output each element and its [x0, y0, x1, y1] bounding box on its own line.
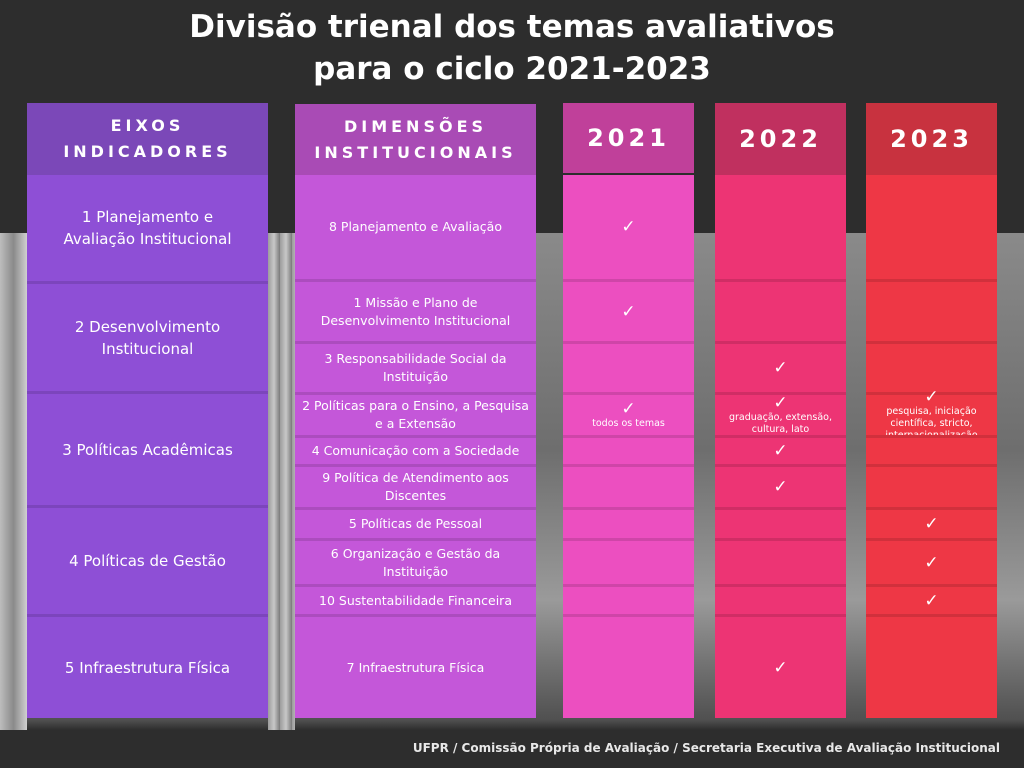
- y2021-cell: [563, 435, 694, 464]
- eixo-cell: 2 Desenvolvimento Institucional: [27, 281, 268, 391]
- column-eixos: EIXOS INDICADORES 1 Planejamento e Avali…: [27, 103, 268, 718]
- eixo-label: 4 Políticas de Gestão: [69, 552, 226, 570]
- dimensao-label: 10 Sustentabilidade Financeira: [319, 592, 512, 608]
- column-dimensoes: DIMENSÕES INSTITUCIONAIS 8 Planejamento …: [295, 103, 536, 718]
- dimensao-cell: 1 Missão e Plano de Desenvolvimento Inst…: [295, 279, 536, 341]
- y2021-cell: [563, 538, 694, 584]
- footer-credits: UFPR / Comissão Própria de Avaliação / S…: [412, 741, 1000, 755]
- eixo-label: 3 Políticas Acadêmicas: [62, 440, 233, 459]
- dimensao-cell: 4 Comunicação com a Sociedade: [295, 435, 536, 464]
- dimensao-cell: 7 Infraestrutura Física: [295, 614, 536, 718]
- column-header-dimensoes: DIMENSÕES INSTITUCIONAIS: [295, 104, 536, 175]
- dimensao-label: 6 Organização e Gestão da Instituição: [330, 545, 501, 579]
- y2023-cell: [866, 464, 997, 507]
- eixo-cell: 5 Infraestrutura Física: [27, 614, 268, 718]
- footer-band: [0, 730, 1024, 768]
- y2023-cell: ✓: [866, 507, 997, 538]
- checkmark-icon: ✓: [773, 358, 788, 378]
- column-2022: 2022 ✓ ✓ graduação, extensão, cultura, lat…: [715, 103, 846, 718]
- checkmark-icon: ✓: [621, 301, 636, 322]
- title-line: para o ciclo 2021-2023: [313, 51, 711, 87]
- cell-note: graduação, extensão, cultura, lato: [728, 412, 833, 435]
- y2021-cell: [563, 507, 694, 538]
- dimensao-cell: 6 Organização e Gestão da Instituição: [295, 538, 536, 584]
- y2022-cell: [715, 538, 846, 584]
- eixo-label: 1 Planejamento e Avaliação Institucional: [63, 208, 232, 248]
- dimensao-label: 2 Políticas para o Ensino, a Pesquisa e …: [302, 398, 529, 431]
- cell-note: todos os temas: [592, 418, 665, 429]
- y2022-cell: [715, 584, 846, 614]
- y2022-cell: [715, 175, 846, 279]
- dimensao-label: 4 Comunicação com a Sociedade: [311, 443, 520, 458]
- y2023-cell: [866, 279, 997, 341]
- checkmark-icon: ✓: [773, 441, 788, 461]
- y2022-cell: ✓: [715, 614, 846, 718]
- dimensao-label: 3 Responsabilidade Social da Instituição: [324, 351, 507, 384]
- y2022-cell: [715, 507, 846, 538]
- dimensao-label: 1 Missão e Plano de Desenvolvimento Inst…: [320, 294, 511, 328]
- y2022-cell: [715, 279, 846, 341]
- y2021-cell: ✓ todos os temas: [563, 392, 694, 435]
- checkmark-icon: ✓: [924, 552, 939, 573]
- y2022-cell: ✓ graduação, extensão, cultura, lato: [715, 392, 846, 435]
- checkmark-icon: ✓: [773, 393, 788, 413]
- title-line: Divisão trienal dos temas avaliativos: [189, 9, 835, 45]
- dimensao-label: 5 Políticas de Pessoal: [348, 516, 483, 531]
- dimensao-cell: 8 Planejamento e Avaliação: [295, 175, 536, 279]
- checkmark-icon: ✓: [621, 217, 636, 237]
- column-header-eixos: EIXOS INDICADORES: [27, 103, 268, 175]
- y2021-cell: [563, 464, 694, 507]
- y2023-cell: [866, 614, 997, 718]
- eixo-cell: 1 Planejamento e Avaliação Institucional: [27, 175, 268, 281]
- y2023-cell: ✓: [866, 584, 997, 614]
- dimensao-label: 7 Infraestrutura Física: [346, 659, 485, 675]
- y2022-cell: ✓: [715, 435, 846, 464]
- dimensao-cell: 5 Políticas de Pessoal: [295, 507, 536, 538]
- y2023-cell: ✓ pesquisa, iniciação científica, stricto…: [866, 388, 997, 441]
- background-photo: [268, 233, 295, 730]
- checkmark-icon: ✓: [621, 399, 636, 419]
- dimensao-label: 9 Política de Atendimento aos Discentes: [322, 470, 509, 503]
- dimensao-cell: 10 Sustentabilidade Financeira: [295, 584, 536, 614]
- checkmark-icon: ✓: [773, 477, 788, 497]
- y2021-cell: [563, 584, 694, 614]
- y2022-cell: ✓: [715, 464, 846, 507]
- y2022-cell: ✓: [715, 341, 846, 392]
- checkmark-icon: ✓: [924, 387, 939, 407]
- y2023-cell: ✓: [866, 538, 997, 584]
- checkmark-icon: ✓: [924, 514, 939, 534]
- dimensao-cell: 2 Políticas para o Ensino, a Pesquisa e …: [295, 392, 536, 435]
- y2023-cell: [866, 175, 997, 279]
- column-2021: 2021 ✓ ✓ ✓ todos os temas: [563, 103, 694, 718]
- eixo-label: 5 Infraestrutura Física: [64, 658, 231, 677]
- column-header-2021: 2021: [563, 103, 694, 173]
- dimensao-cell: 3 Responsabilidade Social da Instituição: [295, 341, 536, 392]
- y2021-cell: ✓: [563, 175, 694, 279]
- column-2023: 2023 ✓ pesquisa, iniciação científica, st…: [866, 103, 997, 718]
- dimensao-label: 8 Planejamento e Avaliação: [329, 219, 502, 234]
- column-header-2023: 2023: [866, 103, 997, 175]
- page-title: Divisão trienal dos temas avaliativos par…: [0, 6, 1024, 90]
- column-header-2022: 2022: [715, 103, 846, 175]
- y2021-cell: [563, 614, 694, 718]
- checkmark-icon: ✓: [773, 657, 788, 678]
- background-photo: [0, 233, 27, 730]
- y2023-cell: [866, 341, 997, 392]
- y2023-cell: [866, 435, 997, 464]
- eixo-cell: 4 Políticas de Gestão: [27, 505, 268, 614]
- eixo-cell: 3 Políticas Acadêmicas: [27, 391, 268, 505]
- y2021-cell: [563, 341, 694, 392]
- eixo-label: 2 Desenvolvimento Institucional: [74, 317, 221, 358]
- checkmark-icon: ✓: [924, 590, 939, 611]
- dimensao-cell: 9 Política de Atendimento aos Discentes: [295, 464, 536, 507]
- y2021-cell: ✓: [563, 279, 694, 341]
